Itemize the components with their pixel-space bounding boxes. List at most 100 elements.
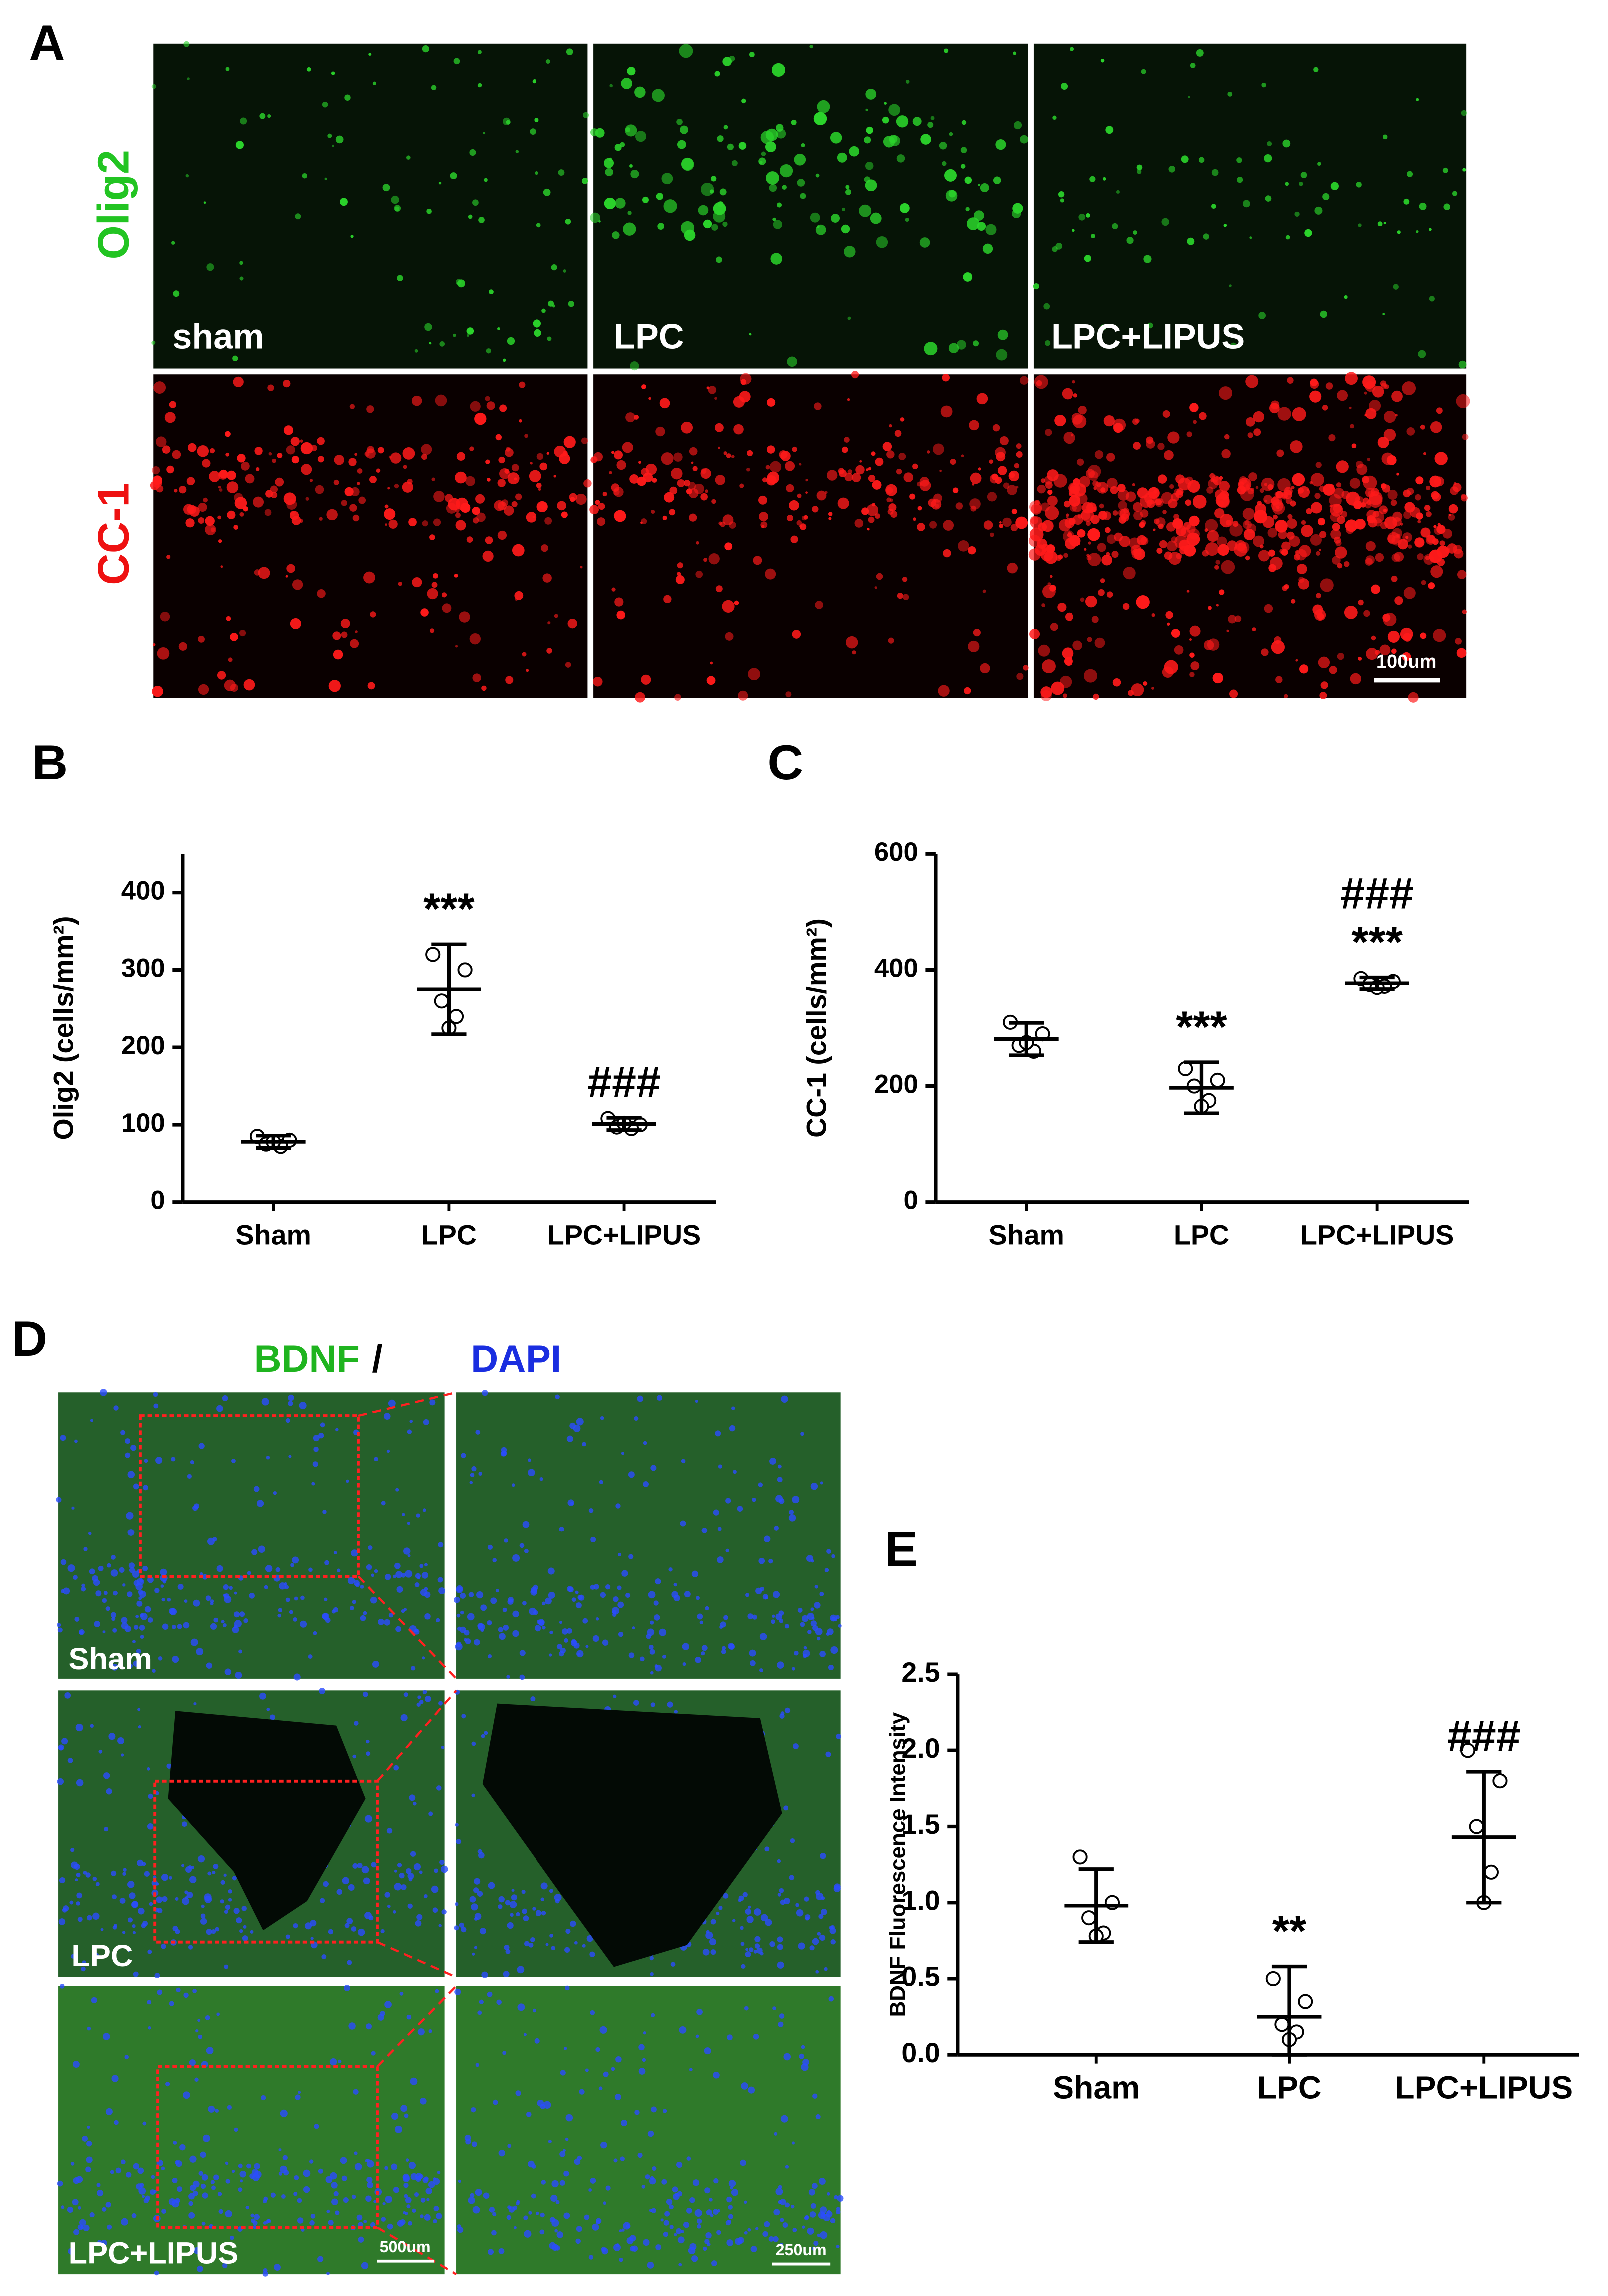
nucleus bbox=[590, 2177, 596, 2184]
cell bbox=[1275, 520, 1288, 533]
cell bbox=[484, 178, 488, 182]
nucleus bbox=[435, 1618, 440, 1623]
cell bbox=[554, 614, 558, 618]
data-point bbox=[1460, 1743, 1476, 1758]
cell bbox=[1019, 518, 1025, 523]
nucleus bbox=[440, 1865, 448, 1873]
nucleus bbox=[830, 1925, 835, 1930]
nucleus bbox=[374, 1569, 378, 1573]
cell bbox=[874, 586, 877, 589]
nucleus bbox=[605, 2185, 611, 2191]
nucleus bbox=[160, 1568, 167, 1576]
cell bbox=[1221, 560, 1235, 574]
cell bbox=[875, 457, 884, 466]
cell bbox=[1261, 82, 1266, 88]
cell bbox=[1259, 544, 1264, 549]
cell bbox=[1146, 439, 1155, 449]
cell bbox=[1382, 134, 1388, 140]
cell bbox=[1093, 693, 1099, 700]
cell bbox=[183, 41, 190, 47]
cell bbox=[1045, 429, 1052, 436]
nucleus bbox=[753, 1908, 761, 1916]
cell bbox=[1447, 543, 1457, 554]
cell bbox=[1320, 681, 1328, 689]
cell bbox=[1219, 589, 1225, 595]
cell bbox=[611, 451, 614, 454]
nucleus bbox=[792, 1743, 799, 1750]
nucleus bbox=[400, 1714, 408, 1722]
nucleus bbox=[154, 1973, 160, 1979]
cell bbox=[1054, 415, 1066, 427]
nucleus bbox=[75, 1723, 83, 1732]
cell bbox=[1363, 475, 1377, 490]
cell bbox=[1199, 412, 1207, 420]
nucleus bbox=[539, 2229, 545, 2235]
nucleus bbox=[355, 1582, 360, 1587]
cell bbox=[1428, 582, 1435, 589]
nucleus bbox=[400, 1884, 407, 1890]
cell bbox=[1365, 541, 1376, 551]
cell bbox=[615, 198, 626, 209]
nucleus bbox=[731, 1406, 735, 1411]
nucleus bbox=[750, 2246, 757, 2253]
cell bbox=[1143, 255, 1152, 263]
cell bbox=[1332, 523, 1340, 531]
nucleus bbox=[189, 2059, 196, 2066]
cell bbox=[455, 520, 466, 531]
nucleus bbox=[182, 1897, 190, 1905]
nucleus bbox=[144, 1606, 151, 1613]
nucleus bbox=[341, 2175, 347, 2181]
cell bbox=[826, 470, 838, 481]
nucleus bbox=[328, 1929, 334, 1935]
cell bbox=[1296, 564, 1307, 574]
cell bbox=[867, 528, 870, 531]
nucleus bbox=[86, 2141, 92, 2147]
nucleus bbox=[498, 1904, 503, 1909]
cell bbox=[1392, 528, 1402, 539]
cell bbox=[357, 468, 363, 474]
cell bbox=[205, 524, 216, 535]
nucleus bbox=[336, 1889, 343, 1895]
nucleus bbox=[473, 1887, 479, 1893]
nucleus bbox=[335, 1428, 339, 1432]
nucleus bbox=[133, 1483, 139, 1490]
cell bbox=[902, 594, 909, 600]
cell bbox=[209, 448, 215, 454]
cell bbox=[1365, 558, 1373, 566]
nucleus bbox=[419, 1564, 424, 1568]
y-tick-label: 100 bbox=[121, 1108, 165, 1138]
nucleus bbox=[498, 2149, 506, 2157]
cell bbox=[326, 509, 338, 521]
nucleus bbox=[61, 1738, 68, 1745]
nucleus bbox=[718, 1906, 723, 1910]
nucleus bbox=[500, 1451, 507, 1457]
significance: ### bbox=[587, 1058, 660, 1107]
nucleus bbox=[460, 1610, 464, 1615]
nucleus bbox=[371, 1862, 377, 1868]
cell bbox=[960, 147, 967, 153]
nucleus bbox=[202, 2134, 210, 2142]
cell bbox=[805, 478, 808, 482]
nucleus bbox=[405, 1570, 413, 1578]
cell bbox=[938, 685, 950, 697]
nucleus bbox=[79, 2219, 86, 2226]
nucleus bbox=[812, 2093, 818, 2099]
nucleus bbox=[331, 2198, 338, 2206]
cell bbox=[714, 397, 717, 400]
nucleus bbox=[433, 2206, 439, 2211]
nucleus bbox=[754, 1936, 761, 1943]
cell bbox=[609, 471, 612, 474]
nucleus bbox=[728, 1643, 735, 1650]
nucleus bbox=[408, 1877, 413, 1882]
cell bbox=[1214, 508, 1225, 519]
cell bbox=[722, 57, 732, 66]
cell bbox=[710, 661, 713, 665]
nucleus bbox=[121, 1617, 128, 1624]
nucleus bbox=[344, 1923, 350, 1928]
nucleus bbox=[479, 1928, 487, 1935]
cell bbox=[899, 203, 910, 213]
nucleus bbox=[231, 1458, 236, 1463]
nucleus bbox=[541, 1625, 546, 1630]
nucleus bbox=[600, 1592, 606, 1598]
cell bbox=[1052, 115, 1057, 120]
